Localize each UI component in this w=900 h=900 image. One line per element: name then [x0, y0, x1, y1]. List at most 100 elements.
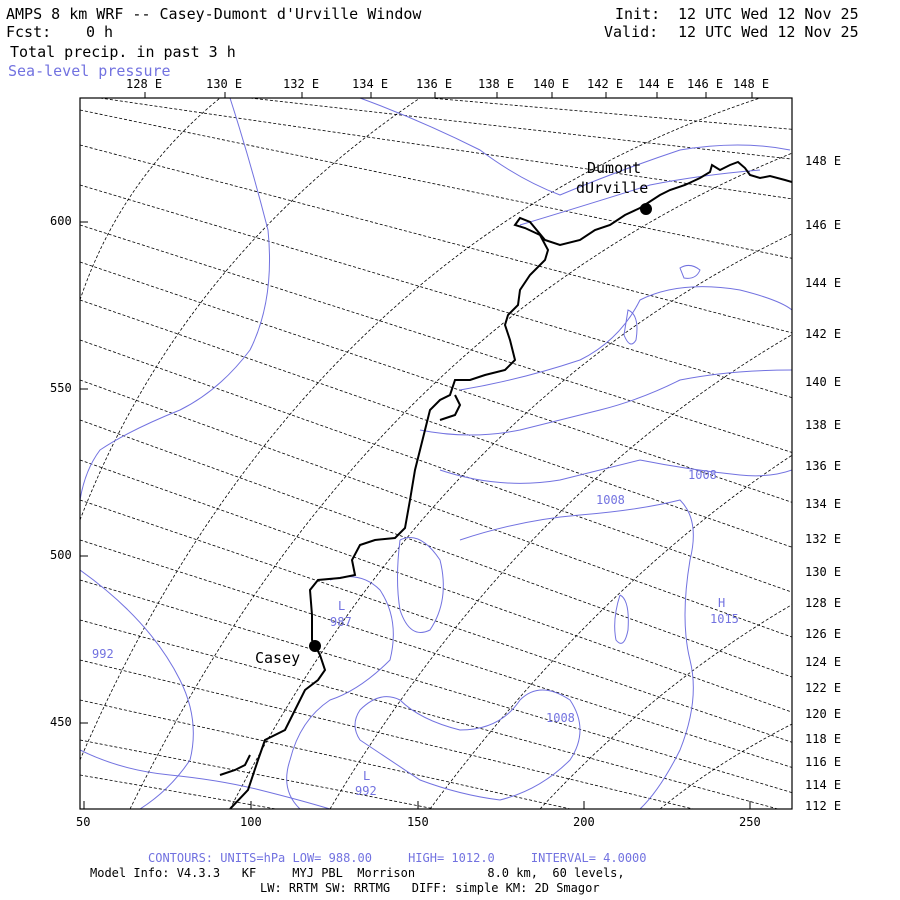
lon-line — [429, 98, 792, 130]
slp-contour — [80, 98, 270, 501]
physics-info: LW: RRTM SW: RRTMG DIFF: simple KM: 2D S… — [260, 881, 600, 895]
top-lon-label: 130 E — [206, 77, 243, 91]
slp-contours — [80, 98, 792, 809]
bottom-x-label: 100 — [240, 815, 262, 829]
slp-contour — [80, 749, 331, 809]
slp-contour — [286, 576, 394, 809]
map-frame — [79, 97, 793, 810]
contour-value-label: 1008 — [596, 493, 625, 507]
lon-line — [80, 299, 792, 548]
right-lon-label: 124 E — [805, 655, 842, 669]
right-lon-label: 142 E — [805, 327, 842, 341]
graticule — [80, 98, 792, 809]
top-lon-label: 134 E — [352, 77, 389, 91]
lat-arc — [80, 98, 421, 521]
right-lon-label: 128 E — [805, 596, 842, 610]
slp-contour — [459, 499, 694, 809]
slp-contour — [519, 169, 761, 226]
lon-line — [99, 98, 792, 200]
fcst-value: 0 h — [86, 23, 114, 41]
bottom-x-label: 250 — [739, 815, 761, 829]
lat-arc — [329, 334, 792, 809]
right-lon-label: 114 E — [805, 778, 842, 792]
top-lon-label: 148 E — [733, 77, 770, 91]
lon-line — [80, 539, 792, 768]
right-lon-label: 116 E — [805, 755, 842, 769]
lon-line — [80, 499, 792, 743]
top-lon-label: 146 E — [687, 77, 724, 91]
lat-arc — [80, 98, 761, 761]
coastline-main — [229, 160, 792, 809]
top-lon-label: 140 E — [533, 77, 570, 91]
lon-line — [80, 379, 792, 638]
right-lon-label: 120 E — [805, 707, 842, 721]
right-lon-label: 112 E — [805, 799, 842, 813]
lon-line — [80, 144, 792, 334]
field-precip: Total precip. in past 3 h — [10, 43, 236, 61]
coastline-inlet — [439, 394, 462, 421]
casey-station-marker — [309, 640, 321, 652]
right-lon-label: 126 E — [805, 627, 842, 641]
right-lon-label: 132 E — [805, 532, 842, 546]
lon-line — [80, 619, 780, 809]
fcst-label: Fcst: — [6, 23, 52, 41]
slp-contour — [614, 594, 629, 644]
right-lon-label: 122 E — [805, 681, 842, 695]
dumont-label-line2: dUrville — [576, 179, 649, 197]
contour-value-label: 1008 — [546, 711, 575, 725]
coastline — [219, 160, 792, 809]
left-ticks — [80, 221, 88, 724]
valid-label: Valid: — [604, 23, 659, 41]
lat-arc — [80, 98, 221, 301]
lon-line — [80, 579, 792, 794]
slp-contour — [419, 369, 792, 436]
bottom-x-label: 50 — [76, 815, 91, 829]
right-lon-label: 146 E — [805, 218, 842, 232]
right-lon-label: 118 E — [805, 732, 842, 746]
right-lon-label: 138 E — [805, 418, 842, 432]
lat-arc — [539, 604, 792, 809]
right-lon-label: 140 E — [805, 375, 842, 389]
right-lon-label: 130 E — [805, 565, 842, 579]
contour-value-label: 1015 — [710, 612, 739, 626]
right-lon-label: 144 E — [805, 276, 842, 290]
left-y-label: 600 — [50, 214, 72, 228]
valid-value: 12 UTC Wed 12 Nov 25 — [678, 23, 859, 41]
init-label: Init: — [615, 5, 661, 23]
lat-arc — [129, 152, 792, 809]
lon-line — [80, 419, 792, 678]
top-lon-label: 132 E — [283, 77, 320, 91]
slp-contour — [80, 569, 194, 809]
lon-line — [80, 459, 792, 713]
map-title: AMPS 8 km WRF -- Casey-Dumont d'Urville … — [6, 5, 422, 23]
bottom-ticks — [83, 801, 751, 809]
slp-contour — [397, 537, 444, 633]
slp-contour — [679, 264, 701, 279]
slp-contour — [459, 286, 792, 391]
lon-line — [80, 109, 792, 259]
bottom-x-label: 200 — [573, 815, 595, 829]
slp-contour — [623, 309, 638, 345]
top-lon-label: 136 E — [416, 77, 453, 91]
slp-contour — [354, 689, 581, 801]
slp-contour — [439, 459, 792, 484]
casey-label: Casey — [255, 649, 301, 667]
lon-line — [80, 224, 792, 453]
contour-value-label: 987 — [330, 615, 352, 629]
lon-line — [80, 261, 792, 503]
field-slp: Sea-level pressure — [8, 62, 171, 80]
lat-arc — [429, 454, 792, 809]
contour-high-marker: H — [718, 596, 726, 610]
right-lon-label: 134 E — [805, 497, 842, 511]
left-y-label: 500 — [50, 548, 72, 562]
top-lon-label: 138 E — [478, 77, 515, 91]
lon-line — [249, 98, 792, 160]
top-lon-label: 142 E — [587, 77, 624, 91]
contour-low-marker: L — [363, 769, 371, 783]
lat-arc — [659, 723, 792, 809]
left-y-label: 450 — [50, 715, 72, 729]
right-lon-label: 136 E — [805, 459, 842, 473]
top-ticks — [144, 92, 753, 98]
contour-value-label: 1008 — [688, 468, 717, 482]
